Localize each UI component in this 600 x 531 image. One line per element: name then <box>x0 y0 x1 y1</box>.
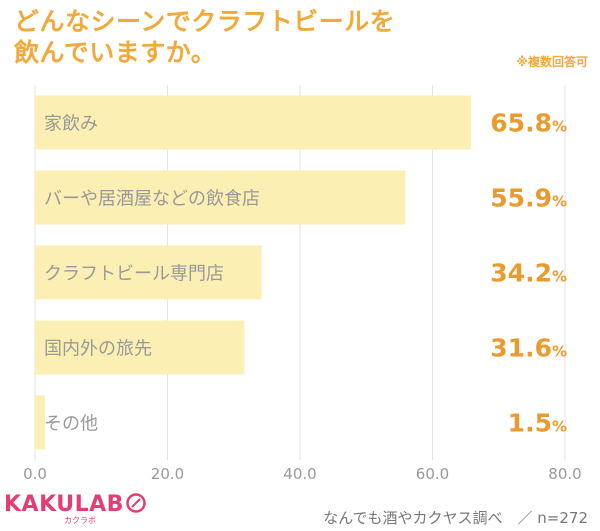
value-percent: % <box>552 418 567 436</box>
value-label: 55.9% <box>490 184 567 213</box>
category-label: クラフトビール専門店 <box>44 264 224 285</box>
bar <box>35 170 406 225</box>
value-label: 1.5% <box>508 409 567 438</box>
value-label: 34.2% <box>490 259 567 288</box>
bar <box>35 245 262 300</box>
category-label: その他 <box>44 414 98 435</box>
value-number: 65.8 <box>490 109 552 138</box>
value-percent: % <box>552 343 567 361</box>
logo-subtitle: カクラボ <box>64 516 96 525</box>
bar <box>35 320 245 375</box>
value-number: 31.6 <box>490 334 552 363</box>
value-number: 1.5 <box>508 409 552 438</box>
chart-title: どんなシーンでクラフトビールを 飲んでいますか。 <box>14 7 396 67</box>
x-tick-label: 0.0 <box>23 465 47 483</box>
value-number: 55.9 <box>490 184 552 213</box>
x-tick-label: 60.0 <box>416 465 449 483</box>
x-tick-label: 80.0 <box>548 465 581 483</box>
kakulabo-logo: KAKULAB <box>4 492 147 517</box>
category-label: 国内外の旅先 <box>44 339 152 360</box>
x-tick-labels: 0.0 20.0 40.0 60.0 80.0 <box>23 465 582 483</box>
value-number: 34.2 <box>490 259 552 288</box>
logo-circle-icon <box>126 493 146 513</box>
bars <box>35 95 471 450</box>
x-tick-label: 40.0 <box>283 465 316 483</box>
value-percent: % <box>552 193 567 211</box>
source-note: なんでも酒やカクヤス調べ ／ n=272 <box>323 509 588 527</box>
value-label: 65.8% <box>490 109 567 138</box>
category-label: 家飲み <box>44 114 98 135</box>
value-label: 31.6% <box>490 334 567 363</box>
value-labels: 65.8%55.9%34.2%31.6%1.5% <box>490 109 567 438</box>
category-label: バーや居酒屋などの飲食店 <box>44 189 260 210</box>
bar <box>35 395 45 450</box>
logo-text: KAKULAB <box>4 492 124 517</box>
x-tick-label: 20.0 <box>151 465 184 483</box>
value-percent: % <box>552 118 567 136</box>
bar <box>35 95 471 150</box>
value-percent: % <box>552 268 567 286</box>
multiple-answer-note: ※複数回答可 <box>516 55 588 69</box>
